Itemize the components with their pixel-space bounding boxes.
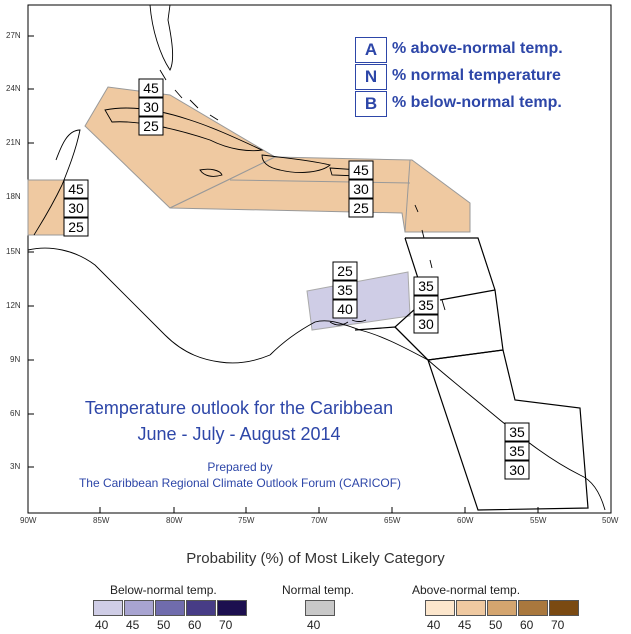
prepared-by: Prepared by — [207, 460, 273, 474]
lat-ticks — [28, 35, 34, 468]
colorbar-value-above: 60 — [520, 618, 534, 632]
lat-label: 6N — [10, 409, 21, 418]
zone-lesser-antilles-inner — [439, 289, 496, 301]
colorbar-value-above: 50 — [489, 618, 503, 632]
prepared-org: The Caribbean Regional Climate Outlook F… — [78, 476, 402, 490]
legend-key-below: B — [355, 91, 387, 117]
colorbar-value-below: 40 — [95, 618, 109, 632]
legend-text-normal: % normal temperature — [392, 67, 561, 84]
svg-text:45: 45 — [68, 181, 84, 197]
map-title: Temperature outlook for the Caribbean — [84, 398, 394, 418]
colorbar-below-label: Below-normal temp. — [110, 583, 217, 597]
colorbar-swatch-below — [186, 600, 216, 616]
box-greater-antilles: 45 30 25 — [348, 160, 374, 218]
colorbar-swatch-normal — [305, 600, 335, 616]
colorbar-swatch-above — [487, 600, 517, 616]
lat-label: 9N — [10, 355, 21, 364]
colorbar-normal-label: Normal temp. — [282, 583, 355, 597]
colorbar-swatch-below — [217, 600, 247, 616]
svg-text:35: 35 — [418, 278, 434, 294]
svg-text:30: 30 — [143, 99, 159, 115]
colorbar-value-above: 40 — [427, 618, 441, 632]
colorbar-value-below: 70 — [219, 618, 233, 632]
lat-label: 24N — [6, 84, 21, 93]
lon-label: 85W — [93, 516, 110, 525]
colorbar-value-below: 50 — [157, 618, 171, 632]
legend-key-normal: N — [355, 64, 387, 90]
lat-label: 27N — [6, 31, 21, 40]
lon-label: 90W — [20, 516, 37, 525]
colorbar-swatch-below — [155, 600, 185, 616]
colorbar-swatch-above — [456, 600, 486, 616]
box-cuba: 45 30 25 — [138, 78, 164, 136]
legend-text-below: % below-normal temp. — [392, 94, 562, 111]
lon-label: 65W — [384, 516, 401, 525]
svg-text:30: 30 — [68, 200, 84, 216]
svg-text:45: 45 — [143, 80, 159, 96]
svg-text:35: 35 — [418, 297, 434, 313]
colorbar-value-below: 45 — [126, 618, 140, 632]
colorbar-swatch-above — [549, 600, 579, 616]
lat-label: 21N — [6, 138, 21, 147]
lon-label: 50W — [602, 516, 619, 525]
colorbar-swatch-above — [518, 600, 548, 616]
svg-text:25: 25 — [353, 200, 369, 216]
zone-divider-line-2 — [404, 159, 411, 233]
svg-text:35: 35 — [509, 424, 525, 440]
lon-ticks — [99, 507, 539, 513]
svg-text:30: 30 — [418, 316, 434, 332]
colorbar-above-label: Above-normal temp. — [412, 583, 521, 597]
lon-label: 60W — [457, 516, 474, 525]
svg-text:30: 30 — [509, 462, 525, 478]
lon-label: 80W — [166, 516, 183, 525]
box-lesser-antilles: 35 35 30 — [413, 276, 439, 334]
svg-text:25: 25 — [68, 219, 84, 235]
box-guianas: 35 35 30 — [504, 422, 530, 480]
lon-label: 75W — [238, 516, 255, 525]
colorbar-swatch-above — [425, 600, 455, 616]
svg-text:35: 35 — [337, 282, 353, 298]
colorbar-swatch-below — [93, 600, 123, 616]
colorbar-value-below: 60 — [188, 618, 202, 632]
box-central-america: 45 30 25 — [63, 179, 89, 237]
colorbar-title: Probability (%) of Most Likely Category — [186, 550, 445, 567]
svg-text:25: 25 — [143, 118, 159, 134]
colorbar-value-above: 45 — [458, 618, 472, 632]
prob-boxes: 45 30 25 45 30 25 45 30 25 25 35 40 — [63, 78, 530, 480]
zone-greater-antilles — [169, 156, 471, 233]
box-abc-islands: 25 35 40 — [332, 261, 358, 319]
lon-label: 55W — [530, 516, 547, 525]
svg-text:30: 30 — [353, 181, 369, 197]
zone-divider-line — [229, 179, 411, 184]
colorbar-swatch-below — [124, 600, 154, 616]
map-subtitle: June - July - August 2014 — [137, 424, 341, 444]
svg-text:25: 25 — [337, 263, 353, 279]
colorbar-value-normal: 40 — [307, 618, 321, 632]
lon-label: 70W — [311, 516, 328, 525]
zone-coast-divider — [354, 326, 429, 361]
colorbar-value-above: 70 — [551, 618, 565, 632]
svg-text:45: 45 — [353, 162, 369, 178]
lat-label: 18N — [6, 192, 21, 201]
lat-label: 12N — [6, 301, 21, 310]
lat-label: 3N — [10, 462, 21, 471]
svg-text:40: 40 — [337, 301, 353, 317]
zone-guianas-outline — [427, 349, 589, 511]
legend-key-above: A — [355, 37, 387, 63]
lat-label: 15N — [6, 247, 21, 256]
legend-text-above: % above-normal temp. — [392, 40, 563, 57]
svg-text:35: 35 — [509, 443, 525, 459]
